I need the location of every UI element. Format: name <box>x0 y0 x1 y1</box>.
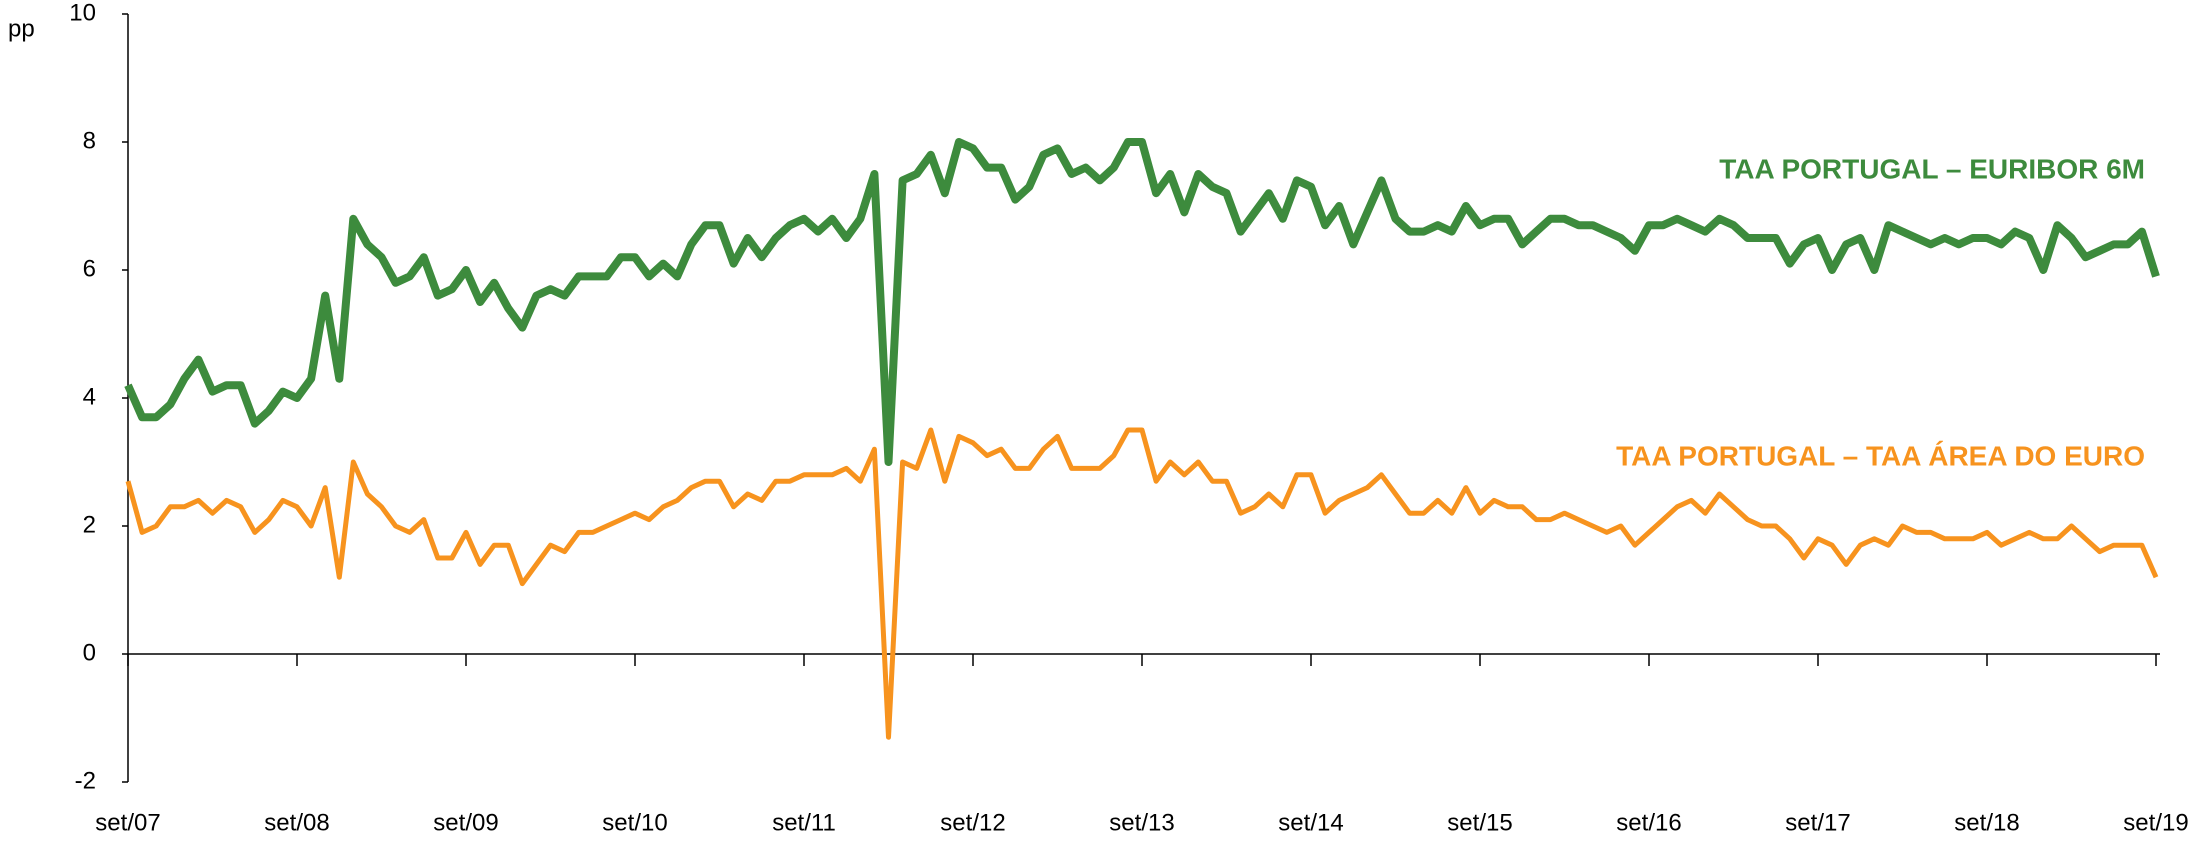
series-line <box>125 427 2159 740</box>
x-tick-label: set/10 <box>602 809 667 836</box>
x-tick-label: set/16 <box>1616 809 1681 836</box>
x-tick-label: set/15 <box>1447 809 1512 836</box>
y-tick-label: -2 <box>75 767 96 794</box>
x-tick-label: set/14 <box>1278 809 1343 836</box>
y-tick-label: 4 <box>83 383 96 410</box>
series-label: TAA PORTUGAL – TAA ÁREA DO EURO <box>1616 440 2145 471</box>
y-tick-label: 8 <box>83 127 96 154</box>
x-tick-label: set/12 <box>940 809 1005 836</box>
x-tick-label: set/17 <box>1785 809 1850 836</box>
x-tick-label: set/08 <box>264 809 329 836</box>
y-tick-label: 0 <box>83 639 96 666</box>
x-tick-label: set/18 <box>1954 809 2019 836</box>
y-tick-label: 6 <box>83 255 96 282</box>
y-tick-label: 10 <box>69 0 96 26</box>
x-tick-label: set/09 <box>433 809 498 836</box>
x-tick-label: set/19 <box>2123 809 2188 836</box>
y-axis-label: pp <box>8 15 35 42</box>
y-tick-label: 2 <box>83 511 96 538</box>
x-tick-label: set/13 <box>1109 809 1174 836</box>
series-line <box>124 138 2160 466</box>
x-tick-label: set/07 <box>95 809 160 836</box>
x-tick-label: set/11 <box>772 809 836 836</box>
series-label: TAA PORTUGAL – EURIBOR 6M <box>1719 153 2145 184</box>
